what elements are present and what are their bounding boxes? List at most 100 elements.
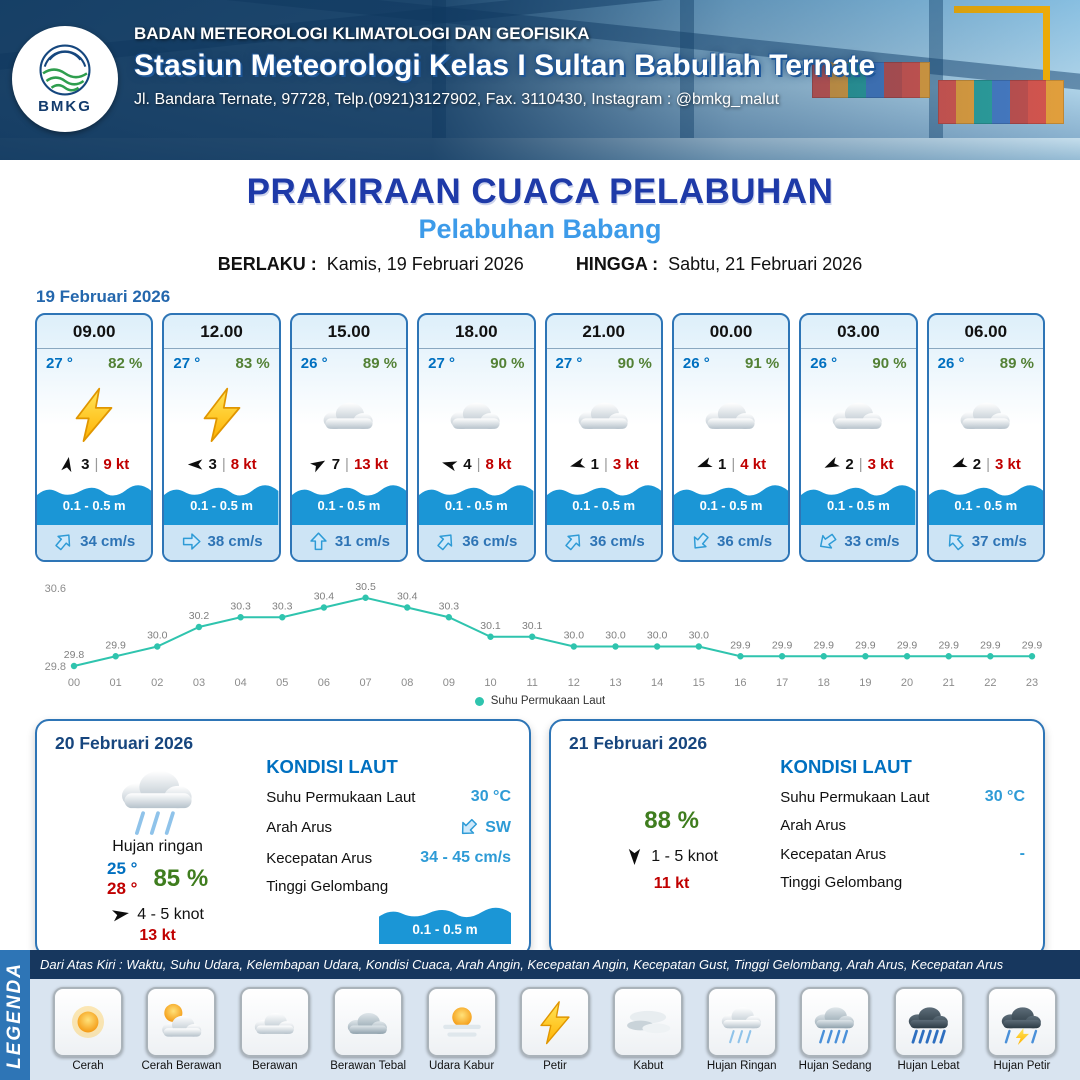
wind-force: 2: [972, 456, 982, 473]
svg-text:14: 14: [651, 677, 663, 689]
wave-height-band: 0.1 - 0.5 m: [419, 479, 534, 525]
svg-text:29.9: 29.9: [730, 639, 751, 651]
divider: |: [858, 456, 863, 473]
forecast-time: 15.00: [291, 315, 407, 349]
wind-direction-arrow: [567, 454, 588, 475]
wind-force: 3: [208, 456, 217, 473]
wind-row: 1 - 5 knot: [625, 847, 718, 866]
legend-item: Cerah Berawan: [137, 987, 225, 1076]
svg-text:29.9: 29.9: [105, 639, 126, 651]
port-name: Pelabuhan Babang: [418, 214, 662, 244]
legend-label: Petir: [543, 1060, 567, 1072]
forecast-card: 06.00 26 ° 89 % 2 | 3 kt 0.1 - 0.5 m 37 …: [926, 313, 1045, 562]
station-address: Jl. Bandara Ternate, 97728, Telp.(0921)3…: [134, 91, 780, 108]
wave-height-label: Tinggi Gelombang: [780, 874, 903, 891]
current-direction: SW: [485, 818, 511, 836]
forecast-time: 18.00: [419, 315, 534, 349]
svg-text:30.3: 30.3: [272, 600, 293, 612]
legend-item: Petir: [511, 987, 599, 1076]
humidity-value: 90 %: [617, 355, 652, 372]
current-speed: 36 cm/s: [462, 533, 518, 550]
wind-direction-arrow: [694, 454, 716, 476]
wind-row: 4 | 8 kt: [419, 456, 533, 479]
legend-label: Cerah: [72, 1060, 104, 1072]
bmkg-logo-icon: [39, 44, 91, 96]
gust-speed: 11 kt: [653, 875, 690, 892]
legend-item: Cerah: [44, 987, 132, 1076]
forecast-date: 19 Februari 2026: [36, 287, 171, 306]
divider: |: [94, 456, 99, 473]
svg-text:09: 09: [443, 677, 455, 689]
svg-text:17: 17: [776, 677, 788, 689]
forecast-card: 15.00 26 ° 89 % 7 | 13 kt 0.1 - 0.5 m 31…: [289, 313, 409, 562]
sst-chart-plot: 30.629.829.80029.90130.00230.20330.30430…: [45, 581, 1042, 689]
wind-row: 1 | 4 kt: [674, 456, 788, 479]
svg-text:29.9: 29.9: [772, 639, 793, 651]
divider: |: [345, 456, 349, 473]
svg-text:18: 18: [818, 677, 830, 689]
legend-label: Berawan: [252, 1060, 298, 1072]
panel-date: 21 Februari 2026: [569, 733, 708, 753]
divider: |: [603, 456, 608, 473]
forecast-time: 12.00: [164, 315, 279, 349]
hourly-forecast-row: 09.00 27 ° 82 % 3 | 9 kt 0.1 - 0.5 m 34 …: [35, 313, 1045, 562]
legend-label: Kabut: [633, 1060, 664, 1072]
current-direction-arrow: [813, 527, 842, 556]
wind-force: 3: [81, 456, 90, 473]
svg-text:15: 15: [693, 677, 705, 689]
current-direction-arrow: [431, 527, 461, 557]
weather-icon: [292, 372, 406, 456]
svg-text:30.0: 30.0: [147, 630, 168, 642]
wind-row: 2 | 3 kt: [801, 456, 915, 479]
wave-height-box: 0.1 - 0.5 m: [379, 902, 511, 944]
valid-to-value: Sabtu, 21 Februari 2026: [668, 254, 863, 274]
air-temperature: 27 °: [555, 355, 583, 372]
wave-height: 0.1 - 0.5 m: [190, 498, 253, 513]
wave-height-band: 0.1 - 0.5 m: [164, 479, 279, 525]
current-row: 31 cm/s: [291, 525, 407, 560]
current-speed: 34 - 45 cm/s: [420, 849, 511, 866]
current-direction-arrow: [308, 531, 329, 552]
humidity-value: 89 %: [362, 355, 398, 372]
legend-weather-icon: [53, 987, 123, 1057]
legend-item: Kabut: [604, 987, 692, 1076]
wave-shape: [801, 485, 916, 525]
forecast-card: 09.00 27 ° 82 % 3 | 9 kt 0.1 - 0.5 m 34 …: [35, 313, 154, 562]
wave-height: 0.1 - 0.5 m: [827, 498, 890, 513]
legend-weather-icon: [893, 987, 964, 1057]
chart-legend: Suhu Permukaan Laut: [38, 695, 1042, 707]
wave-height: 0.1 - 0.5 m: [699, 498, 763, 513]
forecast-time: 00.00: [673, 315, 789, 349]
wind-speed: 9 kt: [103, 456, 130, 473]
legend-weather-icon: [426, 987, 497, 1057]
svg-text:29.9: 29.9: [1022, 639, 1042, 651]
current-direction-label: Arah Arus: [266, 819, 333, 836]
weather-icon: [929, 372, 1043, 456]
sea-conditions-heading: KONDISI LAUT: [780, 756, 912, 777]
svg-text:01: 01: [110, 677, 122, 689]
weather-condition: Hujan ringan: [112, 838, 203, 855]
legend-weather-icon: [800, 987, 871, 1057]
current-direction-arrow: [940, 527, 970, 557]
forecast-card: 00.00 26 ° 91 % 1 | 4 kt 0.1 - 0.5 m 36 …: [671, 313, 791, 562]
air-temperature: 27 °: [428, 355, 455, 372]
svg-text:04: 04: [234, 677, 246, 689]
wind-speed: 8 kt: [230, 456, 257, 473]
bmkg-logo-text: BMKG: [38, 98, 92, 115]
weather-icon: [37, 372, 151, 456]
legend-item: Hujan Sedang: [791, 987, 879, 1076]
svg-text:30.0: 30.0: [564, 630, 585, 642]
humidity-value: 82 %: [108, 355, 143, 372]
forecast-time: 03.00: [801, 315, 916, 349]
legend-label: Cerah Berawan: [141, 1060, 222, 1072]
svg-text:11: 11: [526, 677, 537, 689]
valid-to-label: HINGGA :: [575, 254, 659, 274]
wind-row: 3 | 9 kt: [37, 456, 151, 479]
svg-text:30.2: 30.2: [189, 610, 210, 622]
weather-icon: [419, 372, 533, 456]
sst-value: 30 °C: [470, 788, 511, 805]
header: BMKG BADAN METEOROLOGI KLIMATOLOGI DAN G…: [0, 0, 1080, 160]
legend-items: Cerah Cerah Berawan Berawan Berawan Teba…: [30, 979, 1080, 1080]
wind-force: 1: [718, 456, 727, 473]
divider: |: [221, 456, 226, 473]
